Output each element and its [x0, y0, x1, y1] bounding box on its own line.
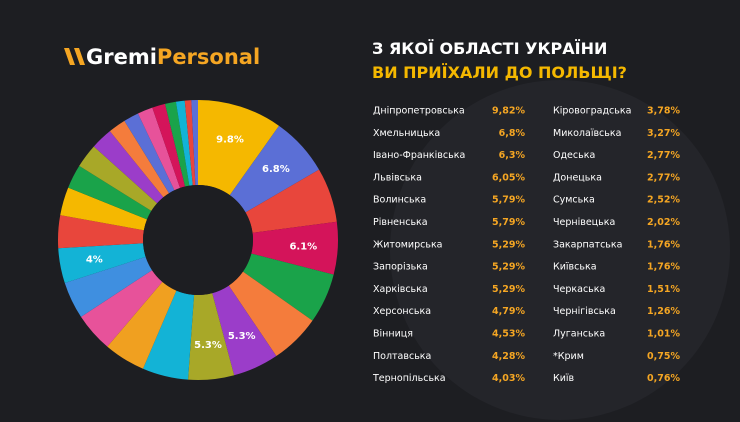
region-value: 0,76% [647, 373, 680, 384]
region-value: 5,29% [492, 262, 525, 273]
region-value: 5,79% [492, 195, 525, 206]
region-value: 3,78% [647, 106, 680, 117]
donut: 9.8% 6.8% 6.1% 5.3% 5.3% 4% [57, 100, 338, 380]
donut-hole [143, 185, 253, 295]
region-value: 4,53% [492, 329, 525, 340]
slice [137, 107, 181, 191]
slice [165, 101, 190, 187]
region-value: 5,29% [492, 284, 525, 295]
region-value: 2,77% [647, 150, 680, 161]
slice [64, 256, 153, 317]
slice [79, 146, 158, 211]
brand-second: Personal [157, 45, 260, 69]
slice [251, 221, 338, 275]
brand-first: Gremi [86, 45, 157, 69]
region-name: *Крим [553, 351, 584, 362]
legend-list: Дніпропетровська 9,82% Хмельницька 6,8% Іван… [372, 106, 680, 385]
region-name: Донецька [553, 172, 602, 183]
region-value: 5,29% [492, 239, 525, 250]
region-name: Харківська [373, 284, 428, 295]
region-name: Луганська [553, 329, 605, 340]
slice [68, 165, 152, 220]
region-name: Черкаська [553, 284, 605, 295]
slice [109, 120, 170, 198]
slice [175, 100, 193, 186]
slice [229, 125, 320, 213]
slice [188, 293, 235, 380]
decor [390, 80, 730, 420]
slice [198, 100, 280, 196]
region-name: Кіровоградська [553, 106, 631, 117]
slice [184, 100, 196, 186]
slice-label: 6.8% [262, 164, 290, 175]
slice [124, 113, 175, 194]
region-value: 6,3% [499, 150, 526, 161]
region-name: Волинська [373, 195, 426, 206]
region-name: Запорізька [373, 262, 428, 273]
slice-label: 9.8% [216, 134, 244, 145]
slice [93, 131, 164, 204]
logo-icon [64, 48, 85, 65]
region-name: Чернігівська [553, 306, 616, 317]
slice [143, 290, 195, 380]
region-name: Львівська [373, 172, 422, 183]
region-value: 1,26% [647, 306, 680, 317]
region-value: 1,76% [647, 262, 680, 273]
region-value: 9,82% [492, 106, 525, 117]
region-value: 2,52% [647, 195, 680, 206]
slice [245, 169, 337, 233]
slice [152, 103, 186, 189]
region-value: 4,79% [492, 306, 525, 317]
slice [242, 253, 334, 321]
region-name: Закарпатська [553, 239, 622, 250]
slice [58, 243, 146, 284]
region-name: Чернівецька [553, 217, 615, 228]
title-line: З ЯКОЇ ОБЛАСТІ УКРАЇНИ [372, 39, 607, 58]
slice [81, 270, 163, 347]
region-name: Дніпропетровська [373, 106, 465, 117]
slice [212, 285, 277, 376]
region-value: 6,8% [499, 128, 526, 139]
region-value: 1,76% [647, 239, 680, 250]
slice [107, 281, 177, 369]
region-value: 2,77% [647, 172, 680, 183]
region-name: Полтавська [373, 351, 431, 362]
slice [191, 100, 198, 186]
slice [60, 187, 148, 231]
region-name: Херсонська [373, 306, 431, 317]
region-value: 0,75% [647, 351, 680, 362]
slice [228, 271, 313, 357]
slice-label: 5.3% [228, 331, 256, 342]
slice-label: 6.1% [289, 241, 317, 252]
title-line: ВИ ПРИЇХАЛИ ДО ПОЛЬЩІ? [372, 63, 627, 82]
region-name: Київська [553, 262, 597, 273]
slice-label: 5.3% [194, 340, 222, 351]
region-name: Сумська [553, 195, 595, 206]
region-name: Житомирська [373, 239, 443, 250]
region-name: Тернопільська [372, 373, 446, 384]
region-name: Рівненська [373, 217, 428, 228]
region-value: 3,27% [647, 128, 680, 139]
region-value: 1,51% [647, 284, 680, 295]
region-value: 1,01% [647, 329, 680, 340]
region-name: Миколаївська [553, 128, 621, 139]
region-name: Івано-Франківська [373, 150, 465, 161]
region-value: 2,02% [647, 217, 680, 228]
region-value: 4,03% [492, 373, 525, 384]
region-value: 5,79% [492, 217, 525, 228]
region-value: 6,05% [492, 172, 525, 183]
slice-label: 4% [86, 254, 103, 265]
brand: GremiPersonal [86, 45, 260, 69]
logo: GremiPersonal [64, 45, 260, 69]
region-name: Одеська [553, 150, 595, 161]
slice [57, 215, 144, 249]
region-name: Київ [553, 373, 575, 384]
region-value: 4,28% [492, 351, 525, 362]
region-name: Вінниця [373, 329, 413, 340]
region-name: Хмельницька [373, 128, 440, 139]
